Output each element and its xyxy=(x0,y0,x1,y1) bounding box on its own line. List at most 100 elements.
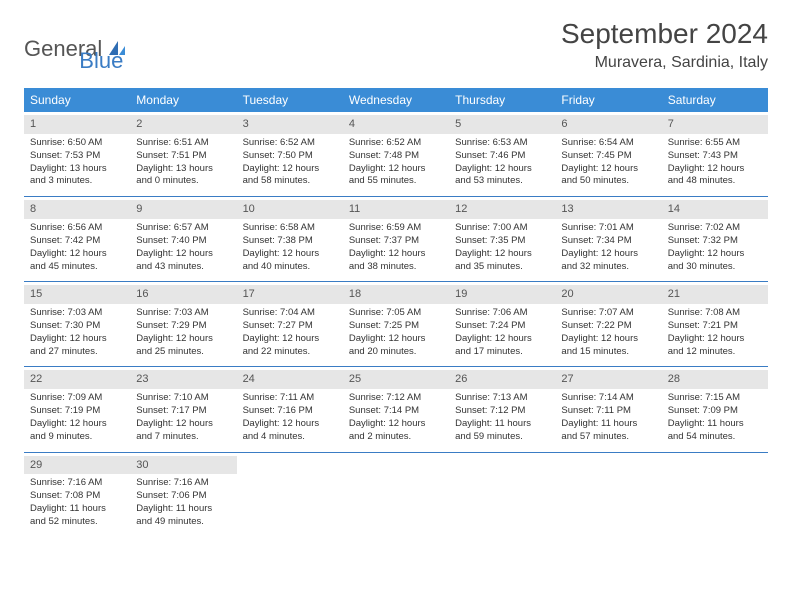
day-number: 2 xyxy=(130,115,236,134)
calendar-cell: 9Sunrise: 6:57 AMSunset: 7:40 PMDaylight… xyxy=(130,197,236,282)
weekday-header: Tuesday xyxy=(237,88,343,112)
sunset-text: Sunset: 7:43 PM xyxy=(668,150,762,163)
daylight-text: Daylight: 12 hours and 53 minutes. xyxy=(455,163,549,189)
sunrise-text: Sunrise: 7:09 AM xyxy=(30,392,124,405)
daylight-text: Daylight: 12 hours and 50 minutes. xyxy=(561,163,655,189)
title-block: September 2024 Muravera, Sardinia, Italy xyxy=(561,18,768,72)
sunset-text: Sunset: 7:46 PM xyxy=(455,150,549,163)
sunset-text: Sunset: 7:21 PM xyxy=(668,320,762,333)
sunset-text: Sunset: 7:53 PM xyxy=(30,150,124,163)
sunset-text: Sunset: 7:19 PM xyxy=(30,405,124,418)
day-number: 9 xyxy=(130,200,236,219)
calendar-cell: 30Sunrise: 7:16 AMSunset: 7:06 PMDayligh… xyxy=(130,453,236,537)
weekday-header: Sunday xyxy=(24,88,130,112)
sunrise-text: Sunrise: 6:59 AM xyxy=(349,222,443,235)
day-number: 3 xyxy=(237,115,343,134)
calendar-grid: SundayMondayTuesdayWednesdayThursdayFrid… xyxy=(24,88,768,537)
empty-cell xyxy=(449,453,555,537)
day-number: 14 xyxy=(662,200,768,219)
day-number: 29 xyxy=(24,456,130,475)
calendar-cell: 29Sunrise: 7:16 AMSunset: 7:08 PMDayligh… xyxy=(24,453,130,537)
calendar-cell: 21Sunrise: 7:08 AMSunset: 7:21 PMDayligh… xyxy=(662,282,768,367)
sunrise-text: Sunrise: 7:13 AM xyxy=(455,392,549,405)
daylight-text: Daylight: 11 hours and 59 minutes. xyxy=(455,418,549,444)
weekday-header: Friday xyxy=(555,88,661,112)
sunrise-text: Sunrise: 7:03 AM xyxy=(136,307,230,320)
day-number: 23 xyxy=(130,370,236,389)
empty-cell xyxy=(343,453,449,537)
calendar-cell: 14Sunrise: 7:02 AMSunset: 7:32 PMDayligh… xyxy=(662,197,768,282)
day-number: 18 xyxy=(343,285,449,304)
calendar-cell: 12Sunrise: 7:00 AMSunset: 7:35 PMDayligh… xyxy=(449,197,555,282)
calendar-cell: 27Sunrise: 7:14 AMSunset: 7:11 PMDayligh… xyxy=(555,367,661,452)
day-number: 1 xyxy=(24,115,130,134)
sunrise-text: Sunrise: 6:54 AM xyxy=(561,137,655,150)
sunrise-text: Sunrise: 7:10 AM xyxy=(136,392,230,405)
daylight-text: Daylight: 11 hours and 54 minutes. xyxy=(668,418,762,444)
sunrise-text: Sunrise: 7:05 AM xyxy=(349,307,443,320)
sunrise-text: Sunrise: 6:55 AM xyxy=(668,137,762,150)
daylight-text: Daylight: 12 hours and 9 minutes. xyxy=(30,418,124,444)
day-number: 15 xyxy=(24,285,130,304)
daylight-text: Daylight: 11 hours and 52 minutes. xyxy=(30,503,124,529)
sunset-text: Sunset: 7:45 PM xyxy=(561,150,655,163)
calendar-cell: 10Sunrise: 6:58 AMSunset: 7:38 PMDayligh… xyxy=(237,197,343,282)
daylight-text: Daylight: 12 hours and 58 minutes. xyxy=(243,163,337,189)
calendar-cell: 3Sunrise: 6:52 AMSunset: 7:50 PMDaylight… xyxy=(237,112,343,197)
sunrise-text: Sunrise: 6:57 AM xyxy=(136,222,230,235)
logo: General Blue xyxy=(24,18,123,74)
sunrise-text: Sunrise: 7:03 AM xyxy=(30,307,124,320)
calendar-cell: 23Sunrise: 7:10 AMSunset: 7:17 PMDayligh… xyxy=(130,367,236,452)
day-number: 6 xyxy=(555,115,661,134)
sunset-text: Sunset: 7:48 PM xyxy=(349,150,443,163)
page-header: General Blue September 2024 Muravera, Sa… xyxy=(24,18,768,74)
day-number: 5 xyxy=(449,115,555,134)
sunset-text: Sunset: 7:08 PM xyxy=(30,490,124,503)
calendar-cell: 2Sunrise: 6:51 AMSunset: 7:51 PMDaylight… xyxy=(130,112,236,197)
sunrise-text: Sunrise: 7:02 AM xyxy=(668,222,762,235)
sunrise-text: Sunrise: 6:52 AM xyxy=(349,137,443,150)
calendar-cell: 26Sunrise: 7:13 AMSunset: 7:12 PMDayligh… xyxy=(449,367,555,452)
day-number: 20 xyxy=(555,285,661,304)
sunset-text: Sunset: 7:16 PM xyxy=(243,405,337,418)
empty-cell xyxy=(662,453,768,537)
sunset-text: Sunset: 7:42 PM xyxy=(30,235,124,248)
daylight-text: Daylight: 12 hours and 20 minutes. xyxy=(349,333,443,359)
daylight-text: Daylight: 12 hours and 48 minutes. xyxy=(668,163,762,189)
calendar-cell: 20Sunrise: 7:07 AMSunset: 7:22 PMDayligh… xyxy=(555,282,661,367)
sunset-text: Sunset: 7:17 PM xyxy=(136,405,230,418)
sunrise-text: Sunrise: 6:50 AM xyxy=(30,137,124,150)
sunset-text: Sunset: 7:06 PM xyxy=(136,490,230,503)
day-number: 7 xyxy=(662,115,768,134)
month-title: September 2024 xyxy=(561,18,768,50)
sunrise-text: Sunrise: 7:16 AM xyxy=(136,477,230,490)
day-number: 22 xyxy=(24,370,130,389)
day-number: 24 xyxy=(237,370,343,389)
daylight-text: Daylight: 12 hours and 38 minutes. xyxy=(349,248,443,274)
calendar-cell: 11Sunrise: 6:59 AMSunset: 7:37 PMDayligh… xyxy=(343,197,449,282)
calendar-cell: 18Sunrise: 7:05 AMSunset: 7:25 PMDayligh… xyxy=(343,282,449,367)
daylight-text: Daylight: 12 hours and 35 minutes. xyxy=(455,248,549,274)
logo-text-blue: Blue xyxy=(79,48,123,74)
sunset-text: Sunset: 7:30 PM xyxy=(30,320,124,333)
calendar-cell: 24Sunrise: 7:11 AMSunset: 7:16 PMDayligh… xyxy=(237,367,343,452)
day-number: 17 xyxy=(237,285,343,304)
day-number: 21 xyxy=(662,285,768,304)
sunrise-text: Sunrise: 7:00 AM xyxy=(455,222,549,235)
daylight-text: Daylight: 12 hours and 32 minutes. xyxy=(561,248,655,274)
sunset-text: Sunset: 7:24 PM xyxy=(455,320,549,333)
day-number: 8 xyxy=(24,200,130,219)
sunrise-text: Sunrise: 7:06 AM xyxy=(455,307,549,320)
sunset-text: Sunset: 7:50 PM xyxy=(243,150,337,163)
daylight-text: Daylight: 12 hours and 4 minutes. xyxy=(243,418,337,444)
calendar-cell: 1Sunrise: 6:50 AMSunset: 7:53 PMDaylight… xyxy=(24,112,130,197)
daylight-text: Daylight: 12 hours and 30 minutes. xyxy=(668,248,762,274)
daylight-text: Daylight: 13 hours and 0 minutes. xyxy=(136,163,230,189)
sunrise-text: Sunrise: 6:53 AM xyxy=(455,137,549,150)
daylight-text: Daylight: 12 hours and 43 minutes. xyxy=(136,248,230,274)
daylight-text: Daylight: 12 hours and 40 minutes. xyxy=(243,248,337,274)
calendar-cell: 5 Sunrise: 6:53 AMSunset: 7:46 PMDaylight… xyxy=(449,112,555,197)
calendar-cell: 19Sunrise: 7:06 AMSunset: 7:24 PMDayligh… xyxy=(449,282,555,367)
sunrise-text: Sunrise: 7:04 AM xyxy=(243,307,337,320)
sunrise-text: Sunrise: 7:08 AM xyxy=(668,307,762,320)
